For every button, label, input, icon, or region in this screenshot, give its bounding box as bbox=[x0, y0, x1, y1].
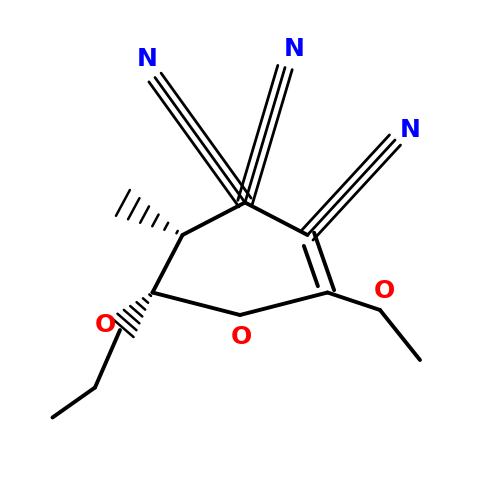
Text: N: N bbox=[284, 36, 304, 60]
Text: O: O bbox=[94, 313, 116, 337]
Text: O: O bbox=[374, 279, 394, 303]
Text: O: O bbox=[231, 326, 252, 349]
Text: N: N bbox=[137, 46, 158, 70]
Text: N: N bbox=[400, 118, 420, 142]
